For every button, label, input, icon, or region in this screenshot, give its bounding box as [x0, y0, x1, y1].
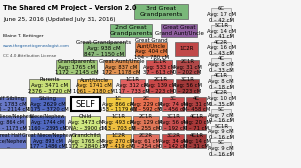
Text: www.thegeneticgenealogist.com: www.thegeneticgenealogist.com [3, 44, 70, 48]
FancyBboxPatch shape [176, 79, 199, 93]
Text: 4C1R
Avg: 14 cM
0 – 31 cM: 4C1R Avg: 14 cM 0 – 31 cM [182, 133, 211, 149]
Text: 1C1R
Avg: 493 cM
113 – 703 cM: 1C1R Avg: 493 cM 113 – 703 cM [101, 114, 136, 131]
Text: Grandparents
Avg: 1765 cM
1172 – 2145 cM: Grandparents Avg: 1765 cM 1172 – 2145 cM [55, 59, 98, 75]
FancyBboxPatch shape [133, 116, 159, 130]
Text: 3C1R
Avg: 56 cM
0 – 192 cM: 3C1R Avg: 56 cM 0 – 192 cM [159, 114, 188, 131]
Text: Child
Avg: 3473 cM
DNA: – 3900 cM: Child Avg: 3473 cM DNA: – 3900 cM [65, 114, 107, 131]
FancyBboxPatch shape [161, 24, 197, 37]
FancyBboxPatch shape [72, 116, 100, 130]
FancyBboxPatch shape [30, 97, 65, 111]
FancyBboxPatch shape [187, 116, 206, 130]
Text: Parents
Avg: 3471 cM
2376 – 3720 cM: Parents Avg: 3471 cM 2376 – 3720 cM [28, 77, 71, 94]
Text: 3C1R
Avg: 56 cM
0 – 223 cM: 3C1R Avg: 56 cM 0 – 223 cM [173, 77, 202, 94]
Text: 5C1R
Avg: 14 cM
0 – 41 cM: 5C1R Avg: 14 cM 0 – 41 cM [207, 23, 236, 39]
FancyBboxPatch shape [211, 109, 231, 121]
Text: Grandchild
Avg: 1765 cM
1172 – 2840 cM: Grandchild Avg: 1765 cM 1172 – 2840 cM [65, 133, 107, 149]
Text: 1C1R
Avg: 533 cM
37 – 613 cM: 1C1R Avg: 533 cM 37 – 613 cM [143, 59, 175, 75]
FancyBboxPatch shape [30, 134, 65, 148]
Text: 5C
Avg: 9 cM
0 – 16 cM: 5C Avg: 9 cM 0 – 16 cM [208, 140, 234, 157]
Text: Great Niece/Nephew
Avg: 893 cM
177 – 1486 cM: Great Niece/Nephew Avg: 893 cM 177 – 148… [22, 133, 73, 149]
Text: SELF: SELF [76, 100, 96, 109]
Text: 2nd Great
Grandparents: 2nd Great Grandparents [109, 25, 153, 36]
FancyBboxPatch shape [29, 79, 70, 93]
Text: June 25, 2016 (Updated July 31, 2016): June 25, 2016 (Updated July 31, 2016) [3, 17, 116, 22]
Text: 2C2R
Avg: 61 cM
0 – 254 cM: 2C2R Avg: 61 cM 0 – 254 cM [132, 133, 160, 149]
FancyBboxPatch shape [72, 134, 100, 148]
FancyBboxPatch shape [211, 126, 231, 138]
Text: 1C2R: 1C2R [179, 46, 194, 51]
FancyBboxPatch shape [104, 60, 138, 74]
FancyBboxPatch shape [211, 58, 231, 71]
Text: CC 4.0 Attribution License: CC 4.0 Attribution License [3, 54, 56, 58]
FancyBboxPatch shape [106, 134, 131, 148]
Text: 3C2R
Avg: 34 cM
0 – 142 cM: 3C2R Avg: 34 cM 0 – 142 cM [159, 133, 188, 149]
FancyBboxPatch shape [211, 25, 231, 37]
Text: 2C1R
Avg: 31 cM
0 – 202 cM: 2C1R Avg: 31 cM 0 – 202 cM [173, 59, 202, 75]
Text: 2C
Avg: 229 cM
41 – 592 cM: 2C Avg: 229 cM 41 – 592 cM [130, 96, 162, 112]
FancyBboxPatch shape [72, 97, 100, 111]
Text: Great Grandparents
Avg: 938 cM
847 – 1150 cM: Great Grandparents Avg: 938 cM 847 – 115… [76, 40, 132, 57]
Text: The Shared cM Project – Version 2.0: The Shared cM Project – Version 2.0 [3, 5, 137, 11]
FancyBboxPatch shape [211, 92, 231, 104]
FancyBboxPatch shape [133, 97, 159, 111]
Text: 1C2R
Avg: 270 cM
37 – 419 cM: 1C2R Avg: 270 cM 37 – 419 cM [102, 133, 135, 149]
Text: Sibling
Avg: 2629 cM
1175 – 3720 cM: Sibling Avg: 2629 cM 1175 – 3720 cM [27, 96, 68, 112]
Text: Great Aunt/Uncle
Avg: 837 cM
172 – 1178 cM: Great Aunt/Uncle Avg: 837 cM 172 – 1178 … [98, 59, 144, 75]
Text: 2C1R
Avg: 129 cM
0 – 255 cM: 2C1R Avg: 129 cM 0 – 255 cM [130, 114, 162, 131]
FancyBboxPatch shape [211, 75, 231, 88]
Text: Great Grand
Aunt/Uncle
Avg: 404 cM
104 – 780 cM: Great Grand Aunt/Uncle Avg: 404 cM 104 –… [134, 37, 169, 60]
FancyBboxPatch shape [0, 116, 26, 130]
Text: 3C
Avg: 74 cM
0 – 456 cM: 3C Avg: 74 cM 0 – 456 cM [159, 96, 188, 112]
FancyBboxPatch shape [110, 24, 152, 37]
FancyBboxPatch shape [120, 79, 145, 93]
Text: Niece/Nephew
Avg: 1744 cM
1160 – 2395 cM: Niece/Nephew Avg: 1744 cM 1160 – 2395 cM [28, 114, 67, 131]
FancyBboxPatch shape [133, 134, 159, 148]
Text: 4C2R
Avg: 16 cM
0 – 43 cM: 4C2R Avg: 16 cM 0 – 43 cM [207, 40, 236, 56]
Text: 3rd Great
Grandparents: 3rd Great Grandparents [139, 6, 183, 17]
FancyBboxPatch shape [211, 42, 231, 54]
FancyBboxPatch shape [0, 97, 26, 111]
Text: Half Niece/Nephew
Avg: 864 cM
206 – 1173 cM: Half Niece/Nephew Avg: 864 cM 206 – 1173… [0, 114, 33, 131]
FancyBboxPatch shape [148, 79, 173, 93]
Text: 6C
Avg: 17 cM
0 – 42 cM: 6C Avg: 17 cM 0 – 42 cM [207, 6, 236, 23]
FancyBboxPatch shape [30, 116, 65, 130]
FancyBboxPatch shape [162, 116, 184, 130]
FancyBboxPatch shape [146, 60, 172, 74]
FancyBboxPatch shape [0, 134, 26, 148]
FancyBboxPatch shape [162, 134, 184, 148]
FancyBboxPatch shape [187, 134, 206, 148]
Text: 4C
Avg: 8 cM
0 – 33 cM: 4C Avg: 8 cM 0 – 33 cM [208, 56, 234, 73]
Text: 1C
Avg: 866 cM
553 – 1179 cM: 1C Avg: 866 cM 553 – 1179 cM [99, 96, 138, 112]
FancyBboxPatch shape [211, 142, 231, 155]
FancyBboxPatch shape [134, 4, 188, 19]
FancyBboxPatch shape [187, 97, 206, 111]
Text: Half Sibling
Avg: 1783 cM
1160 – 2114 cM: Half Sibling Avg: 1783 cM 1160 – 2114 cM [0, 96, 30, 112]
Text: Aunt/Uncle
Avg: 1741 cM
1061 – 2180 cM: Aunt/Uncle Avg: 1741 cM 1061 – 2180 cM [73, 77, 115, 94]
Text: 4C1R
Avg: 8 cM
0 – 18 cM: 4C1R Avg: 8 cM 0 – 18 cM [208, 73, 234, 90]
Text: Blaine T. Bettinger: Blaine T. Bettinger [3, 34, 44, 38]
Text: 1C1R
Avg: 312 cM
117 – 733 cM: 1C1R Avg: 312 cM 117 – 733 cM [115, 77, 150, 94]
FancyBboxPatch shape [162, 97, 184, 111]
FancyBboxPatch shape [77, 79, 111, 93]
Text: 4C
Avg: 31 cM
0 – 458 cM: 4C Avg: 31 cM 0 – 458 cM [182, 96, 211, 112]
Text: 4C2R
Avg: 10 cM
0 – 35 cM: 4C2R Avg: 10 cM 0 – 35 cM [207, 90, 236, 107]
FancyBboxPatch shape [106, 116, 131, 130]
Text: 4C1R
Avg: 20 cM
0 – 71 cM: 4C1R Avg: 20 cM 0 – 71 cM [182, 114, 211, 131]
FancyBboxPatch shape [57, 60, 97, 74]
FancyBboxPatch shape [106, 97, 131, 111]
FancyBboxPatch shape [135, 42, 167, 56]
Text: 2C1R
Avg: 139 cM
0 – 223 cM: 2C1R Avg: 139 cM 0 – 223 cM [144, 77, 177, 94]
Text: 5C1R
Avg: 9 cM
0 – 16 cM: 5C1R Avg: 9 cM 0 – 16 cM [208, 124, 234, 140]
Text: Great Half
Niece/Nephew
...: Great Half Niece/Nephew ... [0, 133, 27, 149]
FancyBboxPatch shape [211, 8, 231, 20]
FancyBboxPatch shape [176, 60, 199, 74]
FancyBboxPatch shape [175, 42, 198, 56]
Text: 5C
Avg: 7 cM
0 – 16 cM: 5C Avg: 7 cM 0 – 16 cM [208, 107, 234, 123]
FancyBboxPatch shape [83, 42, 125, 56]
Text: Great Great
Grand Aunt/Uncle: Great Great Grand Aunt/Uncle [155, 25, 203, 36]
